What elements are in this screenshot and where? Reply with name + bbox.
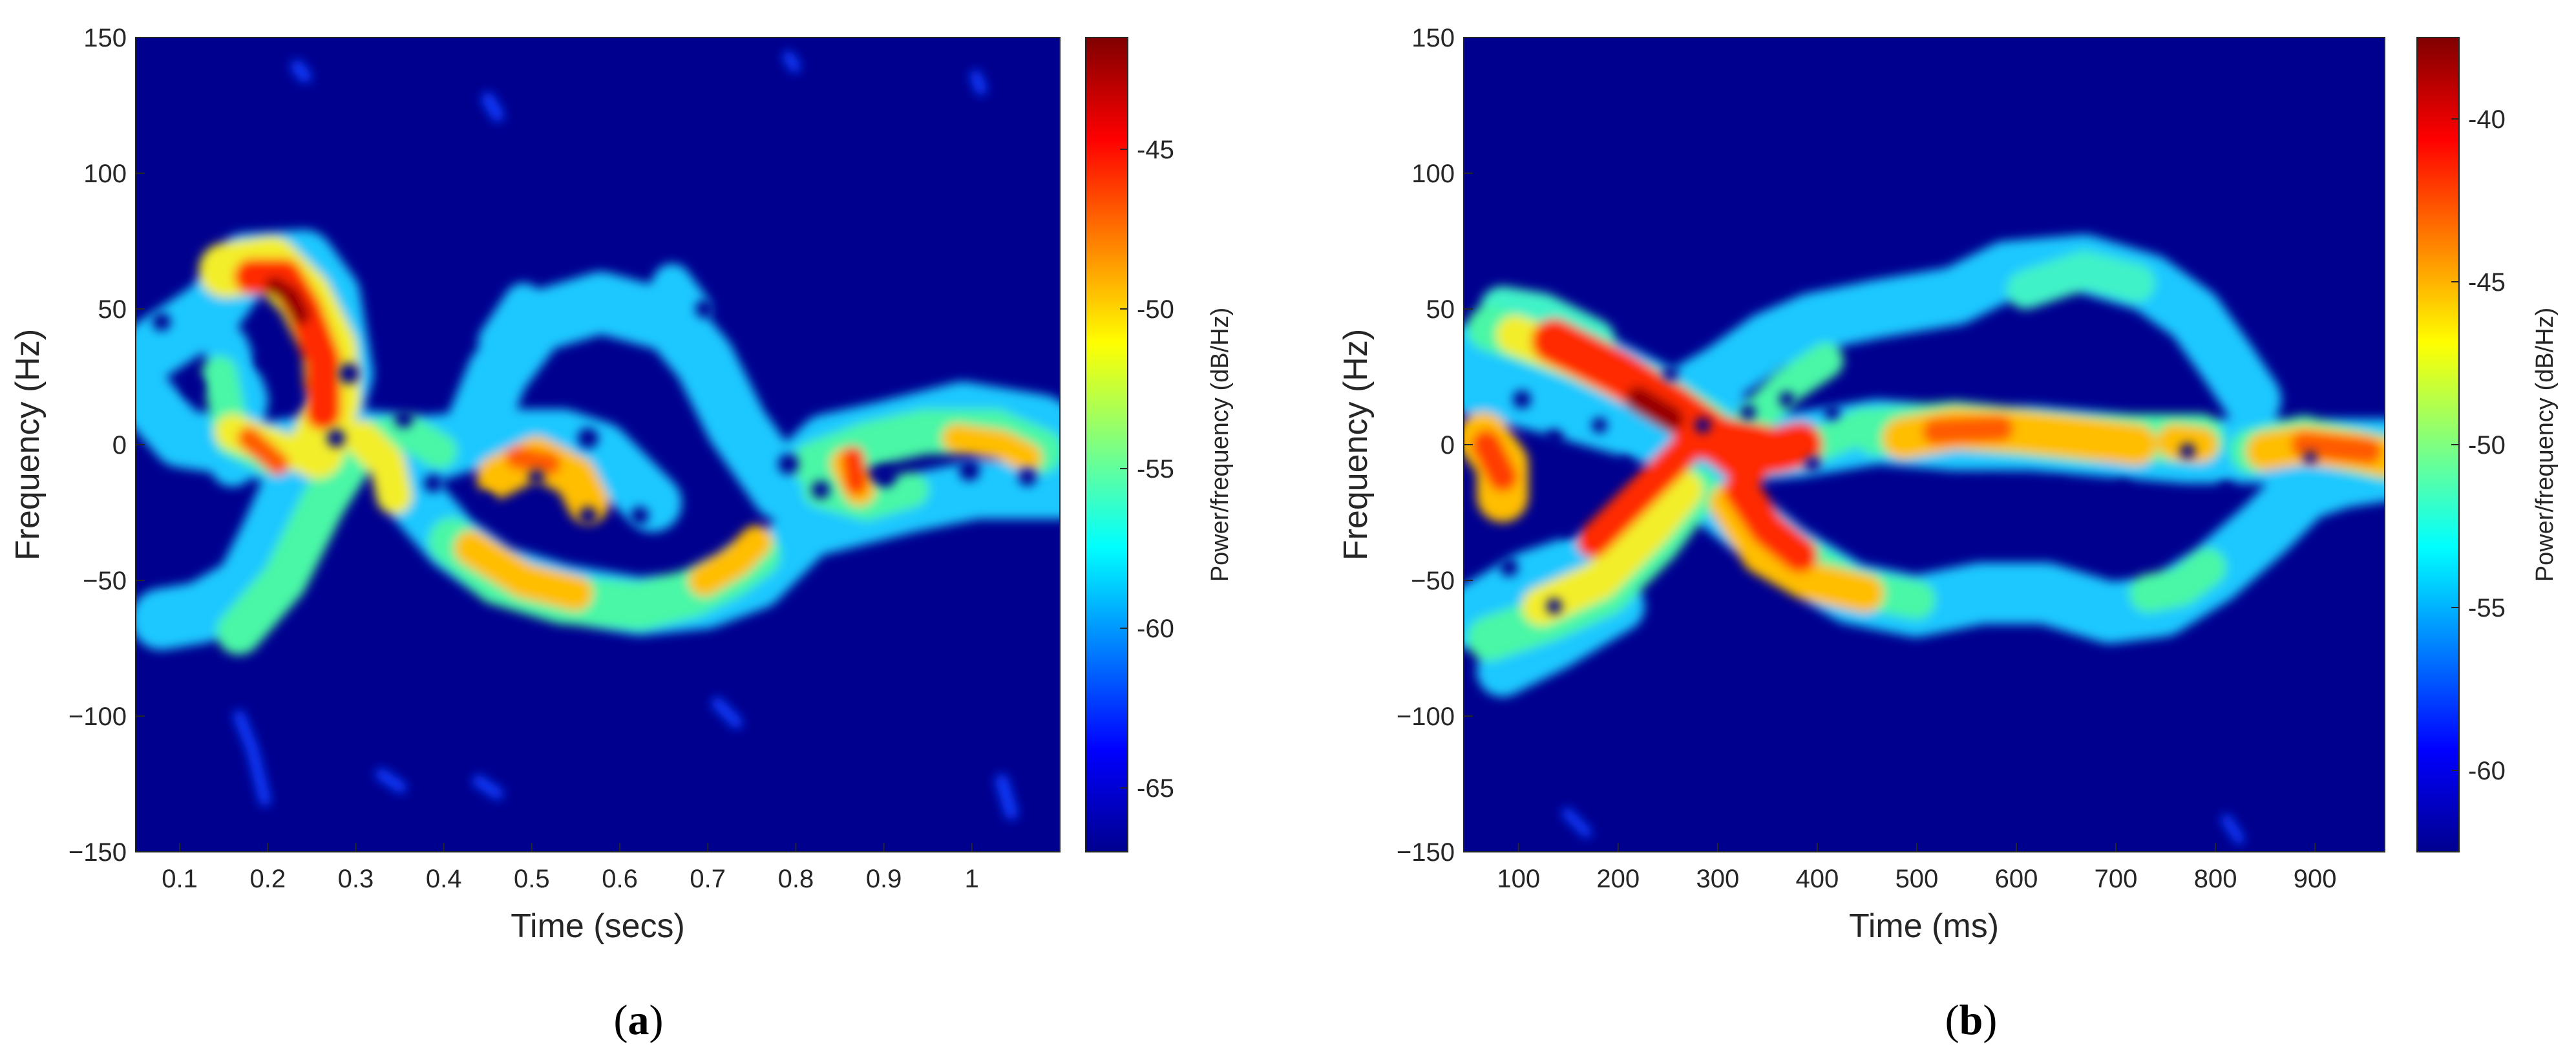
axes-b-ylabel: Frequency (Hz)	[1337, 329, 1375, 560]
axes-a-x-ticks: 0.1 0.2 0.3 0.4 0.5 0.6 0.7 0.8 0.9 1	[162, 843, 979, 893]
panel-a-label: (a)	[614, 997, 664, 1044]
x-tick-label: 600	[1995, 865, 2038, 893]
colorbar-tick-label: -65	[1137, 774, 1174, 803]
x-tick-label: 0.5	[514, 865, 550, 893]
x-tick-label: 0.8	[778, 865, 814, 893]
y-tick-label: 100	[83, 160, 127, 188]
y-tick-label: −50	[83, 567, 127, 595]
axes-b-xlabel: Time (ms)	[1849, 907, 1999, 945]
y-tick-label: −100	[69, 703, 127, 731]
colorbar-b-ticks: -40 -45 -50 -55 -60	[2451, 105, 2506, 785]
x-tick-label: 0.6	[602, 865, 638, 893]
panel-b-label: (b)	[1945, 997, 1998, 1044]
y-tick-label: −50	[1411, 567, 1455, 595]
colorbar-a	[1085, 37, 1128, 852]
colorbar-tick-label: -60	[2468, 757, 2506, 785]
y-tick-label: 50	[1426, 295, 1455, 324]
colorbar-tick-label: -50	[1137, 295, 1174, 324]
y-tick-label: 100	[1411, 160, 1455, 188]
x-tick-label: 300	[1696, 865, 1739, 893]
x-tick-label: 0.4	[426, 865, 462, 893]
colorbar-b-label: Power/frequency (dB/Hz)	[2531, 308, 2559, 582]
colorbar-tick-label: -60	[1137, 615, 1174, 643]
colorbar-tick-label: -55	[2468, 594, 2506, 622]
x-tick-label: 1	[965, 865, 979, 893]
colorbar-tick-label: -45	[2468, 268, 2506, 297]
colorbar-tick-label: -45	[1137, 136, 1174, 164]
x-tick-label: 0.7	[690, 865, 726, 893]
x-tick-label: 200	[1596, 865, 1640, 893]
x-tick-label: 0.3	[338, 865, 374, 893]
y-tick-label: 0	[112, 431, 127, 460]
axes-a-xlabel: Time (secs)	[511, 907, 685, 945]
y-tick-label: 50	[98, 295, 127, 324]
axes-b-y-ticks: 150 100 50 0 −50 −100 −150	[1397, 24, 1473, 867]
spectrogram-b-heatmap	[1464, 235, 2385, 844]
y-tick-label: 150	[1411, 24, 1455, 52]
spectrogram-a-heatmap	[136, 51, 1060, 820]
x-tick-label: 800	[2194, 865, 2237, 893]
colorbar-tick-label: -40	[2468, 105, 2506, 134]
x-tick-label: 0.2	[249, 865, 286, 893]
colorbar-a-label: Power/frequency (dB/Hz)	[1207, 308, 1234, 582]
x-tick-label: 700	[2095, 865, 2138, 893]
x-tick-label: 400	[1796, 865, 1839, 893]
y-tick-label: −100	[1397, 703, 1455, 731]
x-tick-label: 100	[1497, 865, 1540, 893]
y-tick-label: 150	[83, 24, 127, 52]
y-tick-label: −150	[69, 838, 127, 867]
colorbar-tick-label: -55	[1137, 455, 1174, 483]
x-tick-label: 900	[2294, 865, 2337, 893]
x-tick-label: 500	[1895, 865, 1939, 893]
axes-a-y-ticks: 150 100 50 0 −50 −100 −150	[69, 24, 145, 867]
axes-b-x-ticks: 100 200 300 400 500 600 700 800 900	[1497, 843, 2337, 893]
y-tick-label: −150	[1397, 838, 1455, 867]
x-tick-label: 0.9	[866, 865, 902, 893]
colorbar-tick-label: -50	[2468, 431, 2506, 460]
colorbar-a-ticks: -45 -50 -55 -60 -65	[1120, 136, 1174, 803]
y-tick-label: 0	[1441, 431, 1455, 460]
x-tick-label: 0.1	[162, 865, 198, 893]
axes-a-ylabel: Frequency (Hz)	[9, 329, 47, 560]
